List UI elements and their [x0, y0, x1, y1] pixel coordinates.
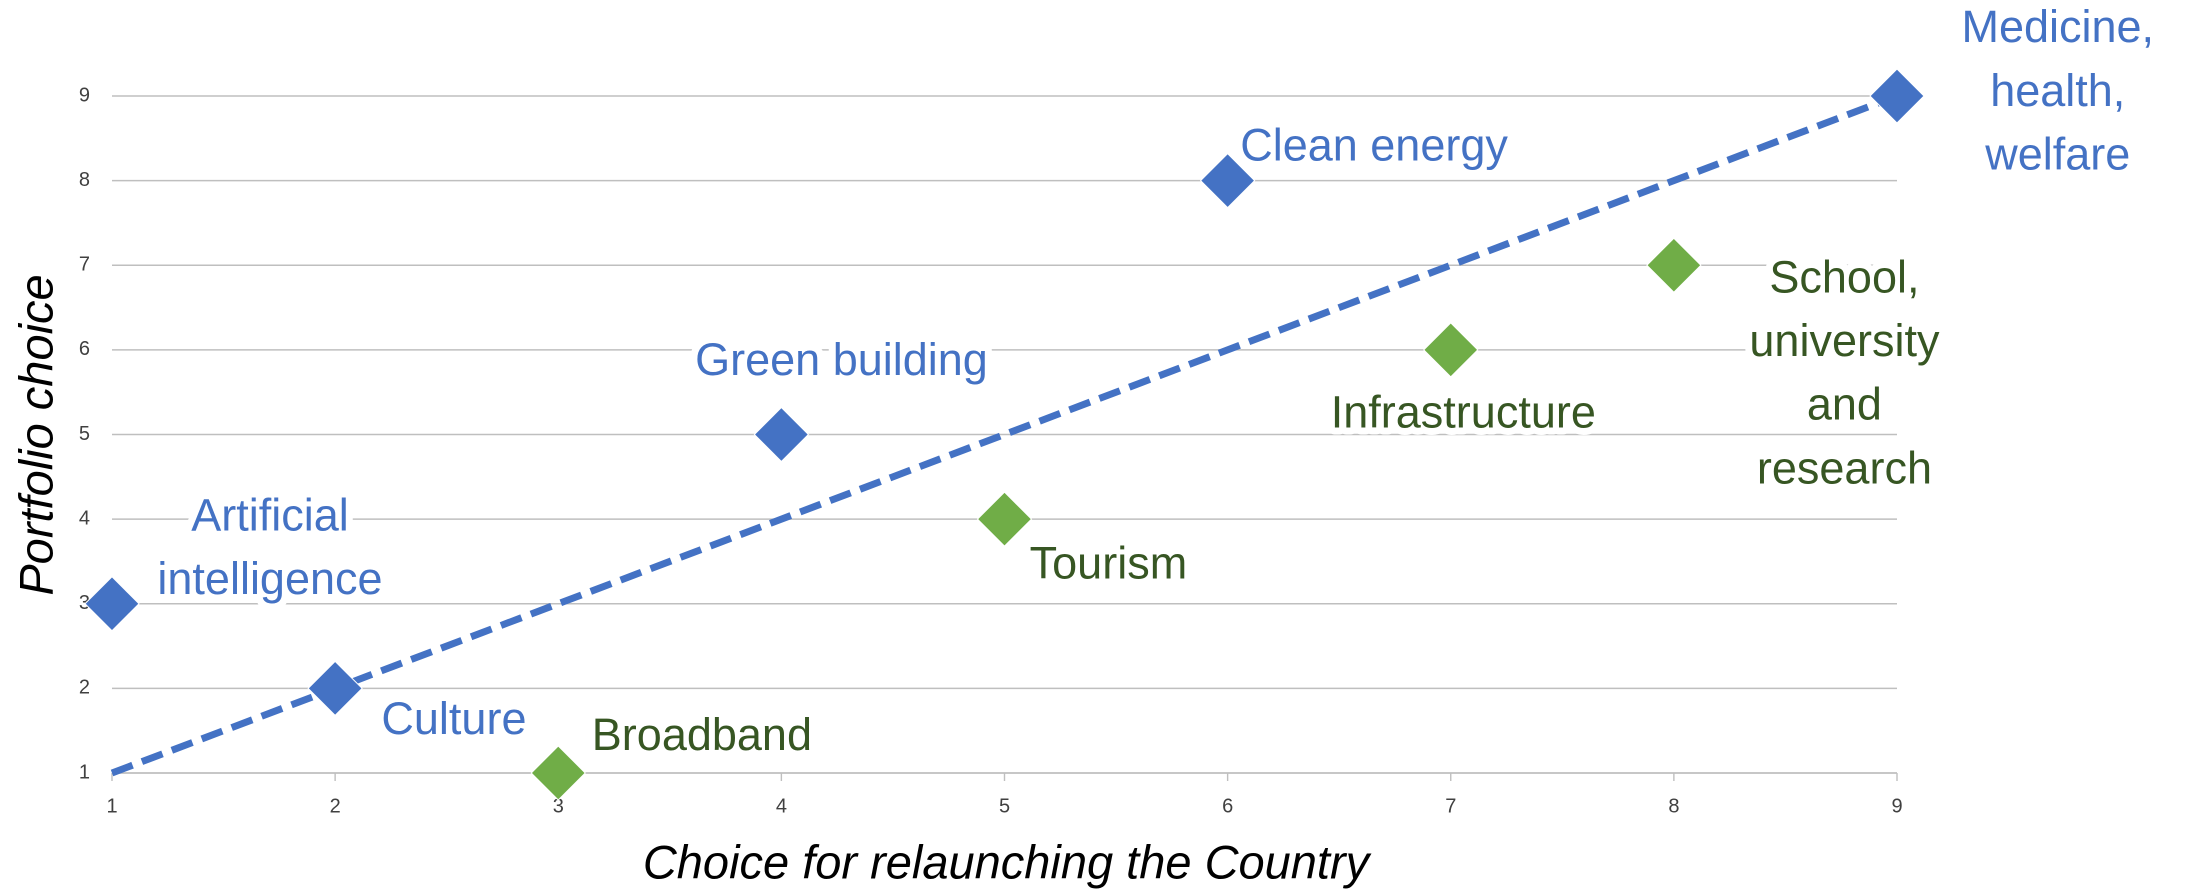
point-label: intelligence: [157, 553, 382, 604]
point: [1423, 322, 1479, 378]
y-tick-label: 5: [79, 423, 90, 445]
point-label: research: [1757, 442, 1932, 493]
point-label: Green building: [695, 334, 988, 385]
point-label: Infrastructure: [1331, 386, 1596, 437]
x-tick-label: 7: [1445, 795, 1456, 817]
y-tick-label: 1: [79, 761, 90, 783]
y-tick-label: 7: [79, 254, 90, 276]
point-label: Broadband: [592, 709, 812, 760]
point-label: Medicine,: [1961, 1, 2154, 52]
x-tick-label: 2: [330, 795, 341, 817]
point-label: Culture: [381, 693, 526, 744]
point: [976, 491, 1033, 547]
point-label: welfare: [1984, 128, 2130, 179]
point-label: Tourism: [1030, 538, 1188, 589]
point: [1646, 237, 1702, 293]
y-tick-label: 9: [79, 84, 90, 106]
x-tick-label: 9: [1891, 795, 1902, 817]
x-tick-label: 5: [999, 795, 1010, 817]
point-label: and: [1807, 379, 1882, 430]
point: [753, 406, 810, 463]
point-label: university: [1749, 315, 1940, 366]
y-tick-label: 4: [79, 507, 90, 529]
y-tick-label: 6: [79, 338, 90, 360]
x-tick-label: 8: [1668, 795, 1679, 817]
point-label: Artificial: [191, 489, 349, 540]
point: [307, 660, 363, 717]
y-tick-label: 8: [79, 169, 90, 191]
y-axis-title: Portfolio choice: [9, 274, 62, 595]
point-label: Clean energy: [1240, 119, 1508, 170]
point: [1199, 152, 1256, 209]
x-axis-title: Choice for relaunching the Country: [643, 835, 1372, 888]
point-label: School,: [1769, 252, 1919, 303]
point: [84, 576, 140, 632]
point: [1869, 68, 1925, 124]
point: [530, 745, 586, 801]
x-tick-label: 4: [776, 795, 787, 817]
point-label: health,: [1990, 65, 2125, 116]
y-tick-label: 2: [79, 677, 90, 699]
x-tick-label: 6: [1222, 795, 1233, 817]
y-tick-label: 3: [79, 592, 90, 614]
x-tick-label: 3: [553, 795, 564, 817]
x-tick-label: 1: [106, 795, 117, 817]
